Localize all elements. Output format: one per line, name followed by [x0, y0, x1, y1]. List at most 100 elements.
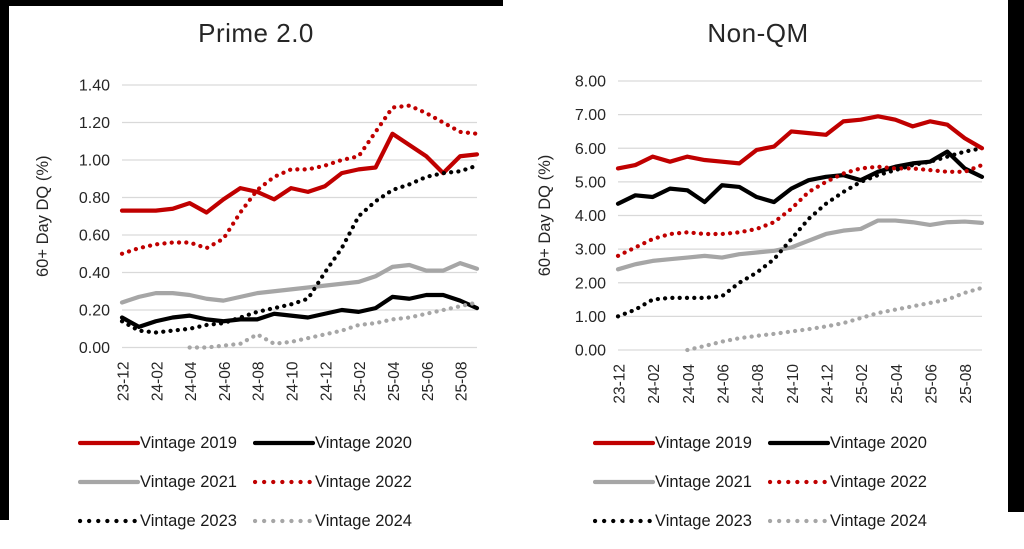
legend-row: Vintage 2021 Vintage 2022 [78, 471, 502, 493]
chart-non-qm: Non-QM 0.00 1.00 2.00 3.00 4.00 5.00 6.00 7.00 8… [508, 0, 1008, 545]
series-line-vintage-2022 [615, 162, 985, 258]
legend-row: Vintage 2019 Vintage 2020 [593, 432, 1008, 454]
series-line-vintage-2021 [119, 261, 480, 305]
legend-swatch-dotted-line-icon [768, 479, 830, 485]
y-tick-label: 1.00 [575, 309, 606, 326]
series-line-vintage-2024 [685, 285, 985, 353]
legend-item-vintage-2020: Vintage 2020 [768, 434, 943, 453]
x-tick-label: 24-12 [820, 364, 837, 404]
x-tick-label: 23-12 [612, 364, 629, 404]
y-tick-label: 1.00 [79, 153, 110, 170]
x-tick-label: 24-06 [716, 364, 733, 404]
legend-label: Vintage 2019 [140, 433, 237, 452]
non-qm-line-plot: 0.00 1.00 2.00 3.00 4.00 5.00 6.00 7.00 8.00 60+ … [536, 74, 985, 404]
x-tick-label: 25-06 [420, 362, 437, 402]
legend-swatch-solid-line-icon [78, 479, 140, 485]
x-tick-label: 24-02 [149, 362, 166, 402]
black-frame-left [0, 0, 9, 520]
black-frame-right [1008, 0, 1024, 512]
series-line-vintage-2024 [187, 300, 480, 350]
y-axis-title: 60+ Day DQ (%) [536, 155, 554, 277]
legend-label: Vintage 2022 [315, 472, 412, 491]
y-axis-title: 60+ Day DQ (%) [34, 156, 52, 278]
y-tick-label: 7.00 [575, 107, 606, 124]
y-tick-label: 1.40 [79, 78, 110, 95]
x-tick-label: 24-08 [750, 364, 767, 404]
legend-label: Vintage 2020 [830, 433, 927, 452]
x-tick-label: 24-06 [217, 362, 234, 402]
legend-label: Vintage 2019 [655, 433, 752, 452]
y-tick-label: 0.80 [79, 190, 110, 207]
legend-item-vintage-2020: Vintage 2020 [253, 434, 428, 453]
x-tick-label: 23-12 [116, 362, 133, 402]
legend-swatch-dotted-line-icon [78, 518, 140, 524]
chart-prime-2-0: Prime 2.0 0.00 0.20 0.40 0.60 0.80 1.00 1.20 1.… [10, 0, 502, 545]
y-tick-label: 6.00 [575, 141, 606, 158]
series-line-vintage-2019 [119, 131, 480, 215]
legend-swatch-dotted-line-icon [593, 518, 655, 524]
legend-item-vintage-2022: Vintage 2022 [253, 473, 428, 492]
legend-label: Vintage 2021 [140, 472, 237, 491]
chart-title-prime: Prime 2.0 [198, 18, 314, 48]
y-tick-label: 0.60 [79, 228, 110, 245]
x-tick-label: 24-04 [183, 361, 200, 401]
series-line-vintage-2023 [119, 163, 480, 335]
legend-label: Vintage 2022 [830, 472, 927, 491]
legend-item-vintage-2022: Vintage 2022 [768, 473, 943, 492]
legend-row: Vintage 2023 Vintage 2024 [593, 510, 1008, 532]
legend-item-vintage-2023: Vintage 2023 [593, 512, 768, 531]
legend-item-vintage-2019: Vintage 2019 [593, 434, 768, 453]
chart-title-non-qm: Non-QM [707, 18, 809, 48]
legend-swatch-dotted-line-icon [253, 518, 315, 524]
x-tick-label: 24-08 [251, 362, 268, 402]
legend-prime: Vintage 2019 Vintage 2020 Vintage 2021 Vint… [10, 432, 502, 549]
y-tick-label: 4.00 [575, 208, 606, 225]
y-tick-label: 8.00 [575, 74, 606, 91]
series-line-vintage-2023 [615, 146, 985, 319]
legend-row: Vintage 2019 Vintage 2020 [78, 432, 502, 454]
legend-label: Vintage 2020 [315, 433, 412, 452]
legend-row: Vintage 2021 Vintage 2022 [593, 471, 1008, 493]
legend-swatch-dotted-line-icon [253, 479, 315, 485]
legend-item-vintage-2021: Vintage 2021 [593, 473, 768, 492]
legend-label: Vintage 2024 [830, 511, 927, 530]
series-line-vintage-2021 [615, 218, 985, 272]
legend-item-vintage-2019: Vintage 2019 [78, 434, 253, 453]
x-tick-label: 24-04 [681, 364, 698, 404]
series-line-vintage-2020 [119, 292, 480, 329]
y-tick-label: 0.20 [79, 303, 110, 320]
legend-label: Vintage 2024 [315, 511, 412, 530]
legend-item-vintage-2024: Vintage 2024 [768, 512, 943, 531]
x-tick-label: 25-06 [924, 364, 941, 404]
legend-item-vintage-2024: Vintage 2024 [253, 512, 428, 531]
prime-line-plot: 0.00 0.20 0.40 0.60 0.80 1.00 1.20 1.40 60+ Day … [34, 78, 480, 402]
x-tick-label: 25-04 [386, 361, 403, 401]
x-tick-label: 24-12 [318, 362, 335, 402]
legend-swatch-solid-line-icon [593, 440, 655, 446]
x-tick-label: 24-02 [646, 364, 663, 404]
y-tick-label: 3.00 [575, 242, 606, 259]
y-tick-label: 0.40 [79, 265, 110, 282]
y-tick-label: 0.00 [575, 343, 606, 360]
legend-swatch-solid-line-icon [593, 479, 655, 485]
x-tick-label: 24-10 [785, 364, 802, 404]
legend-swatch-solid-line-icon [253, 440, 315, 446]
y-tick-label: 1.20 [79, 115, 110, 132]
legend-label: Vintage 2023 [655, 511, 752, 530]
series-line-vintage-2022 [119, 103, 480, 256]
x-tick-label: 25-08 [958, 364, 975, 404]
legend-item-vintage-2023: Vintage 2023 [78, 512, 253, 531]
legend-label: Vintage 2023 [140, 511, 237, 530]
series-line-vintage-2020 [615, 149, 985, 206]
x-tick-label: 24-10 [285, 361, 302, 401]
y-tick-label: 2.00 [575, 275, 606, 292]
x-tick-label: 25-04 [889, 364, 906, 404]
series-line-vintage-2019 [615, 114, 985, 171]
black-frame-top [0, 0, 503, 6]
y-tick-label: 5.00 [575, 174, 606, 191]
legend-item-vintage-2021: Vintage 2021 [78, 473, 253, 492]
legend-swatch-solid-line-icon [78, 440, 140, 446]
legend-non-qm: Vintage 2019 Vintage 2020 Vintage 2021 Vint… [508, 432, 1008, 549]
legend-swatch-solid-line-icon [768, 440, 830, 446]
legend-swatch-dotted-line-icon [768, 518, 830, 524]
